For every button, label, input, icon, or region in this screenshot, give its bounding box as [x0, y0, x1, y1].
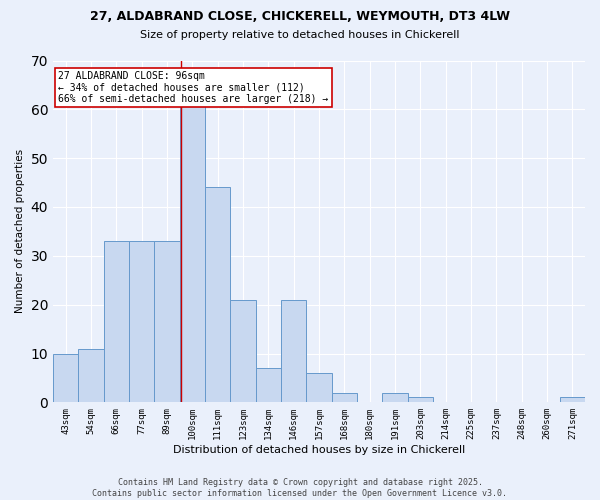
- Bar: [230, 300, 256, 402]
- Bar: [281, 300, 307, 402]
- X-axis label: Distribution of detached houses by size in Chickerell: Distribution of detached houses by size …: [173, 445, 465, 455]
- Text: 27, ALDABRAND CLOSE, CHICKERELL, WEYMOUTH, DT3 4LW: 27, ALDABRAND CLOSE, CHICKERELL, WEYMOUT…: [90, 10, 510, 23]
- Text: Contains HM Land Registry data © Crown copyright and database right 2025.
Contai: Contains HM Land Registry data © Crown c…: [92, 478, 508, 498]
- Text: Size of property relative to detached houses in Chickerell: Size of property relative to detached ho…: [140, 30, 460, 40]
- Bar: [307, 373, 332, 402]
- Text: 27 ALDABRAND CLOSE: 96sqm
← 34% of detached houses are smaller (112)
66% of semi: 27 ALDABRAND CLOSE: 96sqm ← 34% of detac…: [58, 71, 329, 104]
- Bar: [79, 348, 104, 403]
- Bar: [179, 85, 205, 402]
- Bar: [154, 241, 179, 402]
- Bar: [256, 368, 281, 402]
- Bar: [382, 392, 407, 402]
- Bar: [407, 398, 433, 402]
- Bar: [332, 392, 357, 402]
- Bar: [53, 354, 79, 403]
- Bar: [129, 241, 154, 402]
- Bar: [104, 241, 129, 402]
- Bar: [205, 188, 230, 402]
- Bar: [560, 398, 585, 402]
- Y-axis label: Number of detached properties: Number of detached properties: [15, 150, 25, 314]
